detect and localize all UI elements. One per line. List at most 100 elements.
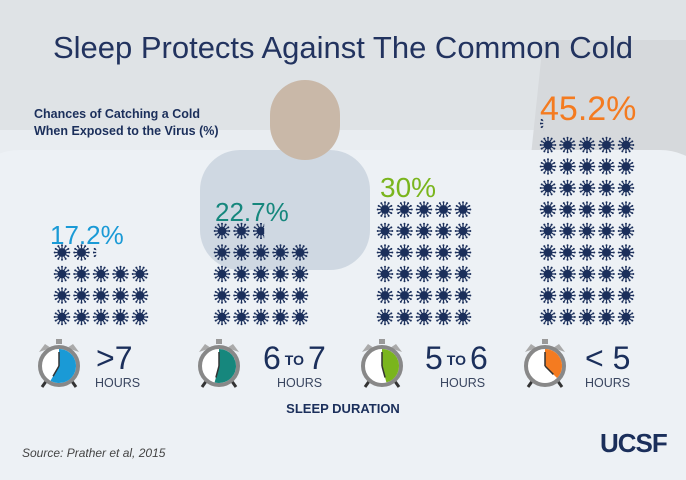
virus-icon [252, 308, 270, 326]
virus-icon [53, 265, 71, 283]
virus-icon [598, 158, 615, 175]
page-title: Sleep Protects Against The Common Cold [52, 30, 634, 65]
virus-icon [73, 308, 90, 326]
alarm-clock-icon [198, 339, 240, 388]
virus-icon [454, 308, 472, 326]
virus-icon [131, 287, 149, 304]
virus-icon [454, 265, 472, 283]
virus-icon [617, 158, 635, 175]
alarm-clock-icon [524, 339, 566, 388]
virus-icon [559, 265, 576, 283]
virus-icon [578, 201, 596, 218]
virus-icon [578, 287, 596, 304]
virus-icon [559, 308, 576, 326]
virus-icon [291, 265, 309, 283]
virus-icon [578, 308, 596, 326]
virus-icon [617, 308, 635, 326]
virus-icon [435, 222, 452, 240]
virus-icon [617, 136, 635, 154]
virus-icon [376, 244, 394, 261]
virus-icon [272, 244, 289, 261]
alarm-clock-icon [361, 339, 403, 388]
virus-icon [291, 308, 309, 326]
virus-icon [598, 222, 615, 240]
virus-icon [578, 222, 596, 240]
category-unit-1: HOURS [95, 376, 141, 390]
virus-icon [253, 223, 265, 239]
virus-icon [539, 287, 557, 304]
virus-icon [93, 247, 97, 258]
category-unit-4: HOURS [585, 376, 631, 390]
category-start: < [585, 340, 604, 376]
virus-icon [213, 244, 231, 261]
category-start: 5 [425, 340, 443, 376]
virus-icon [454, 287, 472, 304]
virus-icon [396, 201, 413, 218]
alarm-clock-icon [38, 339, 80, 388]
virus-icon [539, 158, 557, 175]
virus-icon [415, 222, 433, 240]
x-axis-label: SLEEP DURATION [286, 401, 400, 416]
virus-icon [435, 201, 452, 218]
virus-icon [396, 244, 413, 261]
virus-icon [73, 287, 90, 304]
virus-icon [598, 308, 615, 326]
virus-icon [578, 158, 596, 175]
virus-icon [435, 265, 452, 283]
category-label-3: 5 TO 6 [425, 340, 488, 377]
virus-icon [53, 308, 71, 326]
virus-icon [598, 136, 615, 154]
virus-icon [598, 179, 615, 197]
virus-icon [435, 308, 452, 326]
virus-icon [598, 201, 615, 218]
virus-icon [539, 222, 557, 240]
virus-icon [213, 265, 231, 283]
virus-icon [617, 179, 635, 197]
virus-icon [539, 265, 557, 283]
virus-icon [578, 265, 596, 283]
virus-icon [617, 244, 635, 261]
virus-icon [272, 265, 289, 283]
virus-icon [131, 265, 149, 283]
virus-icon [415, 308, 433, 326]
virus-icon [291, 244, 309, 261]
virus-icon [92, 308, 110, 326]
category-label-1: >7 [96, 340, 132, 377]
virus-icon [559, 201, 576, 218]
category-unit-3: HOURS [440, 376, 486, 390]
virus-icon [539, 136, 557, 154]
virus-icon [617, 201, 635, 218]
virus-icon [617, 287, 635, 304]
clock-fill [382, 349, 400, 383]
virus-icon [454, 201, 472, 218]
virus-icon [396, 287, 413, 304]
category-end: 7 [308, 340, 326, 376]
virus-icon [454, 244, 472, 261]
virus-icon [578, 179, 596, 197]
virus-icon [435, 287, 452, 304]
virus-icon [539, 179, 557, 197]
virus-icon [376, 308, 394, 326]
y-axis-label: Chances of Catching a Cold When Exposed … [34, 107, 219, 138]
virus-icon [213, 222, 231, 240]
category-main: >7 [96, 340, 133, 376]
virus-icon [272, 308, 289, 326]
virus-icon [578, 244, 596, 261]
virus-icon [73, 244, 90, 261]
clock-fill [50, 349, 76, 383]
clock-fill [214, 349, 236, 383]
category-unit-2: HOURS [277, 376, 323, 390]
virus-icon [559, 287, 576, 304]
category-start: 6 [263, 340, 281, 376]
virus-icon [213, 287, 231, 304]
virus-icon [252, 287, 270, 304]
category-label-2: 6 TO 7 [263, 340, 326, 377]
virus-icon [376, 287, 394, 304]
virus-icon [376, 265, 394, 283]
category-to: TO [446, 352, 466, 368]
virus-icon [539, 244, 557, 261]
virus-icon [559, 244, 576, 261]
clock-fill [545, 349, 562, 379]
